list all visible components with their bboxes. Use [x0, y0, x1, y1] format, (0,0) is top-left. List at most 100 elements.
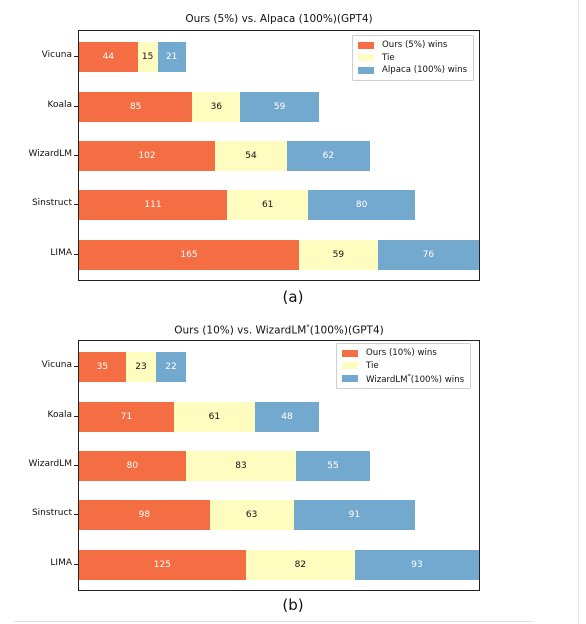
bar-ours-koala: 85	[79, 92, 193, 122]
legend-swatch-ours	[342, 349, 358, 357]
category-label-wizardlm: WizardLM	[28, 149, 72, 159]
y-axis-tick	[74, 155, 78, 156]
category-label-lima: LIMA	[50, 558, 72, 568]
legend-swatch-ours	[358, 41, 374, 49]
bar-ours-vicuna: 35	[79, 352, 126, 382]
chart-b-title: Ours (10%) vs. WizardLM*(100%)(GPT4)	[174, 323, 384, 337]
y-axis-tick	[74, 106, 78, 107]
bar-other-lima: 93	[355, 550, 479, 580]
category-label-vicuna: Vicuna	[41, 50, 72, 60]
category-label-vicuna: Vicuna	[41, 360, 72, 370]
bar-tie-wizardlm: 83	[185, 451, 297, 481]
bar-value-label: 93	[411, 560, 423, 570]
bar-value-label: 59	[273, 102, 286, 112]
bar-ours-wizardlm: 102	[79, 141, 215, 171]
bar-tie-koala: 36	[192, 92, 241, 122]
legend-label: Alpaca (100%) wins	[382, 65, 468, 76]
bar-value-label: 23	[135, 362, 147, 372]
bar-other-lima: 76	[377, 240, 479, 270]
bar-value-label: 59	[332, 250, 345, 260]
y-axis-tick	[74, 204, 78, 205]
category-label-wizardlm: WizardLM	[28, 459, 72, 469]
bar-value-label: 80	[126, 461, 139, 471]
bar-other-koala: 48	[255, 402, 319, 432]
chart-b-bars: 35 23 22 71 61 48 80 83 55 98 63 91 125 82 93	[79, 341, 479, 590]
bar-other-sinstruct: 80	[308, 190, 415, 220]
bar-value-label: 36	[210, 102, 223, 112]
bar-value-label: 62	[322, 151, 335, 161]
legend-label: WizardLM*(100%) wins	[366, 371, 465, 385]
bar-value-label: 111	[144, 200, 162, 210]
legend-item: Alpaca (100%) wins	[358, 64, 467, 77]
bar-tie-vicuna: 15	[137, 42, 158, 72]
bar-other-wizardlm: 55	[296, 451, 370, 481]
legend-item: Tie	[358, 52, 467, 65]
bar-value-label: 48	[281, 412, 293, 422]
category-label-sinstruct: Sinstruct	[31, 508, 72, 518]
category-label-koala: Koala	[47, 410, 73, 420]
chart-a-plot-area: 44 15 21 85 36 59 102 54 62 111 61 80 165 59 76	[78, 30, 480, 281]
bar-tie-lima: 59	[299, 240, 378, 270]
legend-swatch-tie	[358, 54, 374, 62]
bar-ours-sinstruct: 111	[79, 190, 227, 220]
category-label-sinstruct: Sinstruct	[31, 198, 72, 208]
bar-other-vicuna: 22	[156, 352, 186, 382]
legend-label: Ours (10%) wins	[366, 348, 437, 359]
legend-label: Tie	[366, 360, 379, 371]
legend-swatch-other	[342, 374, 358, 382]
bar-value-label: 15	[141, 52, 154, 62]
chart-a-caption: (a)	[282, 288, 304, 306]
bar-tie-wizardlm: 54	[215, 141, 287, 171]
bar-ours-wizardlm: 80	[79, 451, 186, 481]
bar-value-label: 102	[138, 151, 156, 161]
bar-value-label: 165	[180, 250, 198, 260]
bar-ours-sinstruct: 98	[79, 500, 210, 530]
chart-a-bars: 44 15 21 85 36 59 102 54 62 111 61 80 165 59 76	[79, 31, 479, 280]
y-axis-tick	[74, 416, 78, 417]
bar-ours-lima: 165	[79, 240, 299, 270]
chart-b-plot-area: 35 23 22 71 61 48 80 83 55 98 63 91 125 82 93	[78, 340, 480, 591]
bar-ours-vicuna: 44	[79, 42, 138, 72]
bar-value-label: 98	[138, 510, 151, 520]
bar-value-label: 85	[129, 102, 142, 112]
chart-b-caption: (b)	[282, 596, 304, 614]
bar-value-label: 35	[96, 362, 109, 372]
bar-value-label: 61	[208, 412, 221, 422]
bar-value-label: 125	[153, 560, 171, 570]
page-edge-divider	[578, 0, 579, 624]
chart-b-legend: Ours (10%) wins Tie WizardLM*(100%) wins	[336, 343, 472, 389]
legend-swatch-other	[358, 66, 374, 74]
bar-value-label: 71	[120, 412, 133, 422]
category-label-lima: LIMA	[50, 248, 72, 258]
legend-label: Tie	[382, 52, 395, 63]
y-axis-tick	[74, 514, 78, 515]
legend-item: Ours (10%) wins	[342, 347, 464, 360]
bar-tie-sinstruct: 61	[227, 190, 309, 220]
bar-other-wizardlm: 62	[287, 141, 370, 171]
bar-other-vicuna: 21	[157, 42, 186, 72]
legend-item: Tie	[342, 360, 464, 373]
bar-tie-koala: 61	[173, 402, 255, 432]
bar-value-label: 76	[422, 250, 435, 260]
y-axis-tick	[74, 366, 78, 367]
legend-swatch-tie	[342, 362, 358, 370]
bar-ours-koala: 71	[79, 402, 174, 432]
y-axis-tick	[74, 56, 78, 57]
bar-other-sinstruct: 91	[293, 500, 415, 530]
bar-tie-lima: 82	[245, 550, 355, 580]
y-axis-tick	[74, 564, 78, 565]
category-label-koala: Koala	[47, 100, 73, 110]
bar-value-label: 54	[245, 151, 257, 161]
legend-item: Ours (5%) wins	[358, 39, 467, 52]
bar-tie-vicuna: 23	[125, 352, 157, 382]
bar-value-label: 55	[327, 461, 339, 471]
bar-value-label: 63	[245, 510, 258, 520]
legend-item: WizardLM*(100%) wins	[342, 372, 464, 385]
bar-value-label: 82	[294, 560, 307, 570]
bar-value-label: 44	[102, 52, 115, 62]
bar-value-label: 80	[355, 200, 368, 210]
chart-a-legend: Ours (5%) wins Tie Alpaca (100%) wins	[352, 35, 475, 81]
bar-value-label: 83	[235, 461, 247, 471]
bar-value-label: 91	[348, 510, 361, 520]
y-axis-tick	[74, 465, 78, 466]
